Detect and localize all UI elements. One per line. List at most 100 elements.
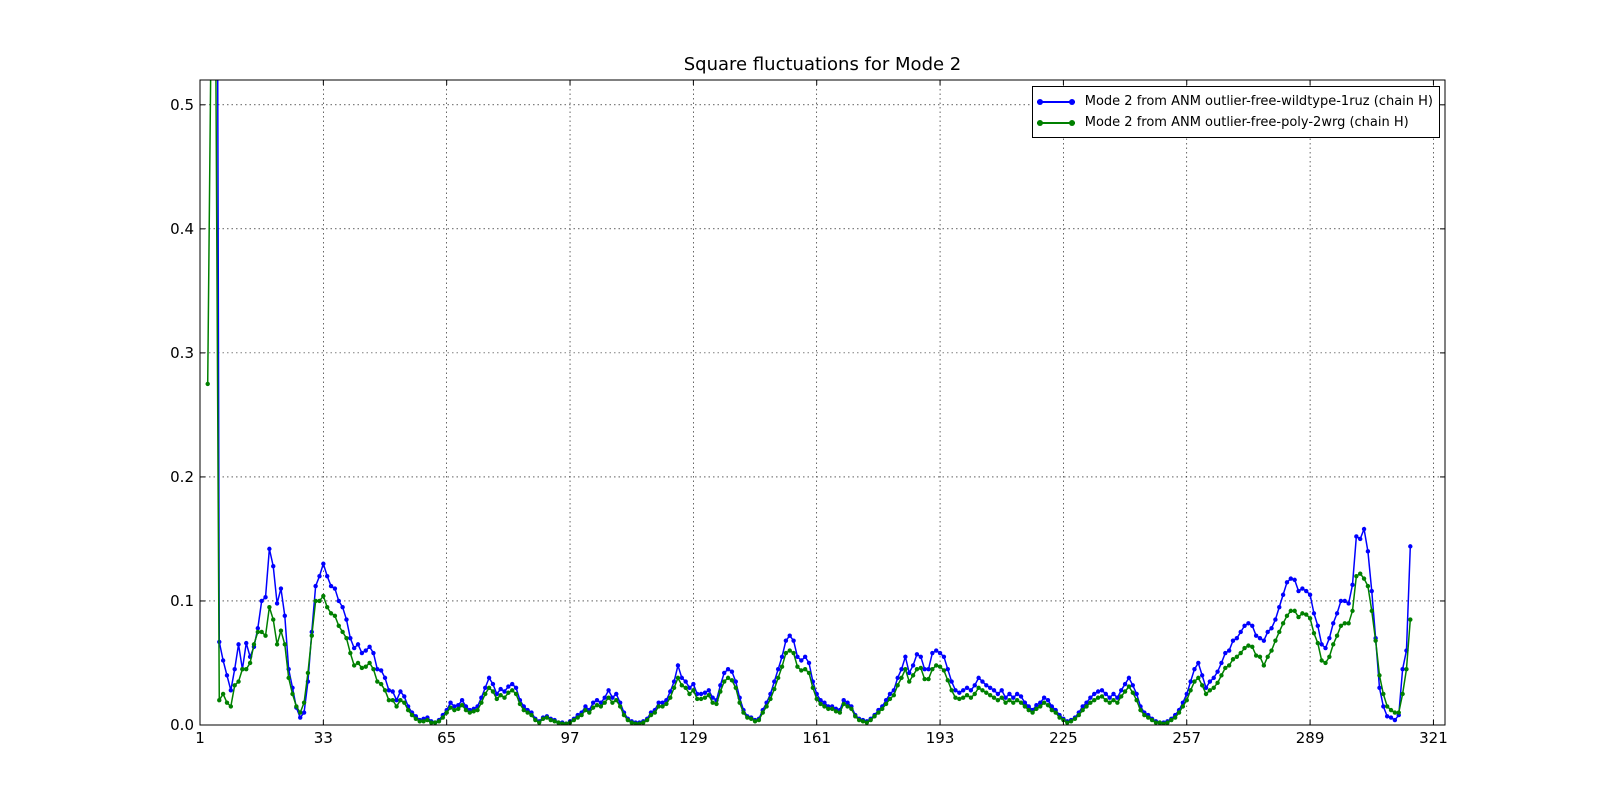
data-point — [945, 666, 950, 672]
data-point — [344, 617, 349, 622]
data-point — [1400, 691, 1405, 697]
data-point — [594, 702, 600, 708]
data-point — [348, 650, 353, 656]
data-point — [1165, 720, 1170, 725]
data-point — [1157, 720, 1162, 725]
data-point — [267, 546, 272, 552]
data-point — [1084, 704, 1089, 709]
data-point — [267, 604, 272, 610]
data-point — [1331, 642, 1336, 647]
data-point — [729, 678, 735, 683]
data-point — [1180, 704, 1186, 709]
data-point — [899, 675, 904, 681]
data-point — [563, 721, 569, 725]
data-point — [679, 683, 685, 688]
data-point — [706, 688, 711, 693]
data-point — [887, 691, 893, 697]
data-point — [590, 705, 596, 710]
data-point — [1354, 534, 1359, 539]
data-point — [918, 654, 923, 659]
data-point — [725, 666, 731, 672]
data-point — [1007, 691, 1012, 697]
data-point — [864, 720, 870, 725]
data-point — [1404, 666, 1409, 672]
data-point — [298, 715, 303, 720]
data-point — [224, 700, 230, 705]
data-point — [964, 685, 970, 690]
plot-frame — [199, 79, 1446, 726]
data-point — [1373, 638, 1378, 643]
data-point — [232, 666, 237, 672]
data-point — [779, 654, 785, 659]
data-point — [822, 700, 827, 705]
data-point — [945, 678, 950, 683]
data-point — [1115, 695, 1120, 700]
data-point — [351, 645, 357, 651]
data-point — [610, 700, 615, 705]
data-point — [1034, 706, 1039, 712]
data-point — [1327, 654, 1332, 659]
data-point — [224, 673, 230, 678]
data-point — [263, 633, 268, 638]
data-point — [1053, 710, 1058, 715]
data-point — [972, 683, 977, 688]
data-point — [799, 658, 804, 663]
data-point — [1095, 695, 1101, 700]
data-point — [1161, 721, 1166, 725]
data-point — [228, 704, 234, 709]
data-point — [845, 704, 850, 709]
data-point — [456, 702, 461, 708]
data-point — [274, 601, 280, 606]
data-point — [799, 668, 804, 673]
data-point — [255, 626, 261, 631]
data-point — [656, 704, 661, 709]
data-point — [298, 710, 303, 715]
x-tick-label: 1 — [195, 729, 205, 747]
data-point — [683, 685, 688, 690]
data-point — [394, 697, 399, 703]
grid-lines — [200, 80, 1445, 725]
data-point — [1207, 679, 1213, 684]
data-point — [1284, 580, 1290, 585]
data-point — [687, 691, 692, 697]
data-point — [540, 716, 546, 721]
data-point — [398, 689, 403, 694]
data-point — [671, 685, 677, 690]
data-point — [1273, 617, 1278, 622]
data-point — [1323, 660, 1328, 666]
data-point — [1392, 710, 1398, 715]
data-point — [806, 660, 812, 666]
data-point — [860, 719, 866, 724]
x-tick-label: 321 — [1419, 729, 1448, 747]
x-tick-label: 289 — [1296, 729, 1325, 747]
data-point — [1088, 695, 1093, 700]
data-point — [895, 675, 900, 681]
data-point — [768, 696, 773, 702]
data-point — [949, 679, 954, 684]
data-point — [934, 663, 939, 668]
data-point — [1257, 654, 1263, 659]
data-point — [1072, 716, 1078, 721]
data-point — [321, 593, 326, 599]
data-point — [907, 670, 912, 676]
data-point — [1354, 573, 1359, 579]
data-point — [479, 700, 484, 705]
data-point — [1350, 608, 1355, 614]
data-point — [1238, 650, 1243, 656]
data-point — [660, 704, 665, 709]
data-point — [375, 666, 380, 672]
data-point — [1381, 691, 1386, 697]
data-point — [244, 666, 249, 672]
data-point — [914, 652, 920, 657]
data-point — [644, 717, 650, 723]
data-point — [675, 663, 681, 668]
data-point — [1203, 685, 1209, 690]
data-point — [1369, 588, 1374, 594]
data-point — [887, 696, 893, 702]
data-point — [926, 676, 931, 682]
data-point — [641, 720, 646, 725]
data-point — [363, 664, 368, 669]
data-point — [513, 685, 519, 690]
data-point — [525, 710, 530, 715]
data-point — [718, 683, 723, 688]
